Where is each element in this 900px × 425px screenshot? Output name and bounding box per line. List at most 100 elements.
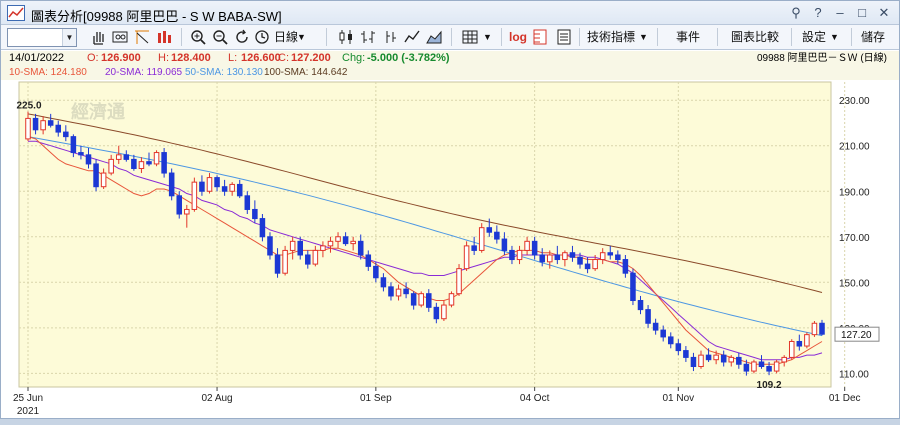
candle (736, 352, 742, 369)
chevron-down-icon[interactable]: ▼ (297, 32, 306, 42)
compare-button[interactable]: 圖表比較 (731, 30, 780, 44)
candle-body (766, 366, 772, 372)
candle (388, 282, 394, 301)
candle (274, 248, 281, 278)
candle (531, 236, 538, 260)
candle (259, 214, 266, 242)
candle (312, 245, 319, 267)
candle (577, 252, 583, 269)
high-label: H: (158, 52, 169, 64)
events-button[interactable]: 事件 (676, 30, 701, 44)
hlc-icon[interactable] (381, 28, 399, 46)
x-tick-label: 01 Dec (829, 393, 861, 404)
save-button[interactable]: 儲存 (861, 30, 886, 44)
help-icon[interactable]: ? (814, 5, 822, 20)
refresh-icon[interactable] (233, 28, 251, 46)
candle-body (819, 322, 825, 335)
chevron-down-icon[interactable]: ▼ (483, 32, 492, 42)
candle (78, 145, 84, 160)
candle-body (274, 254, 281, 274)
candle-body (796, 340, 803, 347)
chevron-down-icon[interactable]: ▼ (62, 29, 76, 46)
candle-body (357, 240, 364, 256)
sma-legend: 10-SMA: 124.180 20-SMA: 119.065 50-SMA: … (1, 66, 899, 80)
period-select-label[interactable]: 日線 (274, 30, 299, 44)
indicators-menu[interactable]: 技術指標 (587, 30, 636, 44)
candle-body (161, 152, 167, 174)
y-tick-label: 210.00 (839, 142, 870, 153)
chart-app-icon (7, 5, 25, 21)
candle (214, 175, 220, 192)
hand-pan-icon[interactable] (89, 28, 107, 46)
link-icon[interactable]: ⚲ (791, 5, 801, 20)
candle-body (146, 161, 152, 165)
candle (357, 234, 364, 260)
candle-body (463, 245, 470, 270)
document-icon[interactable] (555, 28, 573, 46)
bars-icon[interactable] (155, 28, 173, 46)
clock-icon[interactable] (253, 28, 271, 46)
close-label: C: (278, 52, 289, 64)
last-price-label: 127.20 (841, 330, 872, 341)
ohlc-icon[interactable] (359, 28, 377, 46)
trendline-icon[interactable] (133, 28, 151, 46)
candle (569, 245, 576, 262)
candle-body (539, 254, 545, 263)
candle (380, 273, 387, 292)
minimize-button[interactable]: – (836, 5, 844, 20)
candle-body (562, 252, 568, 261)
mountain-chart-icon[interactable] (425, 28, 443, 46)
candle (32, 113, 39, 135)
y-tick-label: 110.00 (839, 369, 869, 380)
sma20-line (28, 140, 823, 361)
settings-menu[interactable]: 設定 (802, 30, 827, 44)
ruler-icon[interactable] (531, 28, 549, 46)
close-button[interactable]: ✕ (878, 5, 890, 20)
candle (335, 232, 341, 249)
candle-body (236, 183, 243, 197)
line-chart-icon[interactable] (403, 28, 421, 46)
candle-body (713, 354, 719, 361)
candle-body (698, 354, 704, 368)
candle (584, 257, 591, 274)
zoom-in-icon[interactable] (189, 28, 207, 46)
candle (236, 179, 243, 199)
x-tick-label: 25 Jun (13, 393, 43, 404)
candlestick-icon[interactable] (337, 28, 355, 46)
candle (267, 232, 273, 260)
candle-body (380, 277, 387, 288)
chevron-down-icon[interactable]: ▼ (639, 32, 648, 42)
candle (728, 355, 735, 367)
candle-body (599, 252, 606, 261)
y-tick-label: 190.00 (839, 187, 870, 198)
candle (645, 305, 651, 328)
zoom-out-icon[interactable] (211, 28, 229, 46)
candle-body (410, 293, 417, 306)
log-scale-toggle[interactable]: log (509, 30, 527, 44)
candle-body (804, 334, 810, 347)
candle-body (153, 152, 160, 165)
candle (403, 282, 409, 299)
chevron-down-icon[interactable]: ▼ (830, 32, 839, 42)
zoom-box-icon[interactable] (111, 28, 129, 46)
sma10-legend: 10-SMA: 124.180 (9, 67, 87, 78)
candle (55, 120, 62, 137)
candlestick-chart[interactable]: 230.00210.00190.00170.00150.00130.00110.… (1, 80, 899, 420)
candle-body (652, 322, 659, 331)
candle-body (305, 254, 311, 265)
x-tick-label: 04 Oct (520, 393, 550, 404)
candle (40, 116, 46, 135)
candle-body (622, 259, 629, 274)
grid-icon[interactable] (461, 28, 479, 46)
low-value: 126.600 (241, 52, 281, 64)
candle-body (32, 117, 39, 131)
candle (168, 168, 175, 201)
toolbar: ▼ 日線 ▼ ▼ log 技術指標 ▼ 事件 圖表比較 設定 ▼ (1, 25, 899, 50)
candle (773, 359, 780, 374)
candle (229, 182, 235, 196)
candle-body (637, 300, 644, 311)
symbol-combobox[interactable]: ▼ (7, 28, 77, 47)
maximize-button[interactable]: □ (858, 5, 866, 20)
candle (350, 236, 356, 251)
price-chart-area[interactable]: 230.00210.00190.00170.00150.00130.00110.… (1, 80, 899, 420)
